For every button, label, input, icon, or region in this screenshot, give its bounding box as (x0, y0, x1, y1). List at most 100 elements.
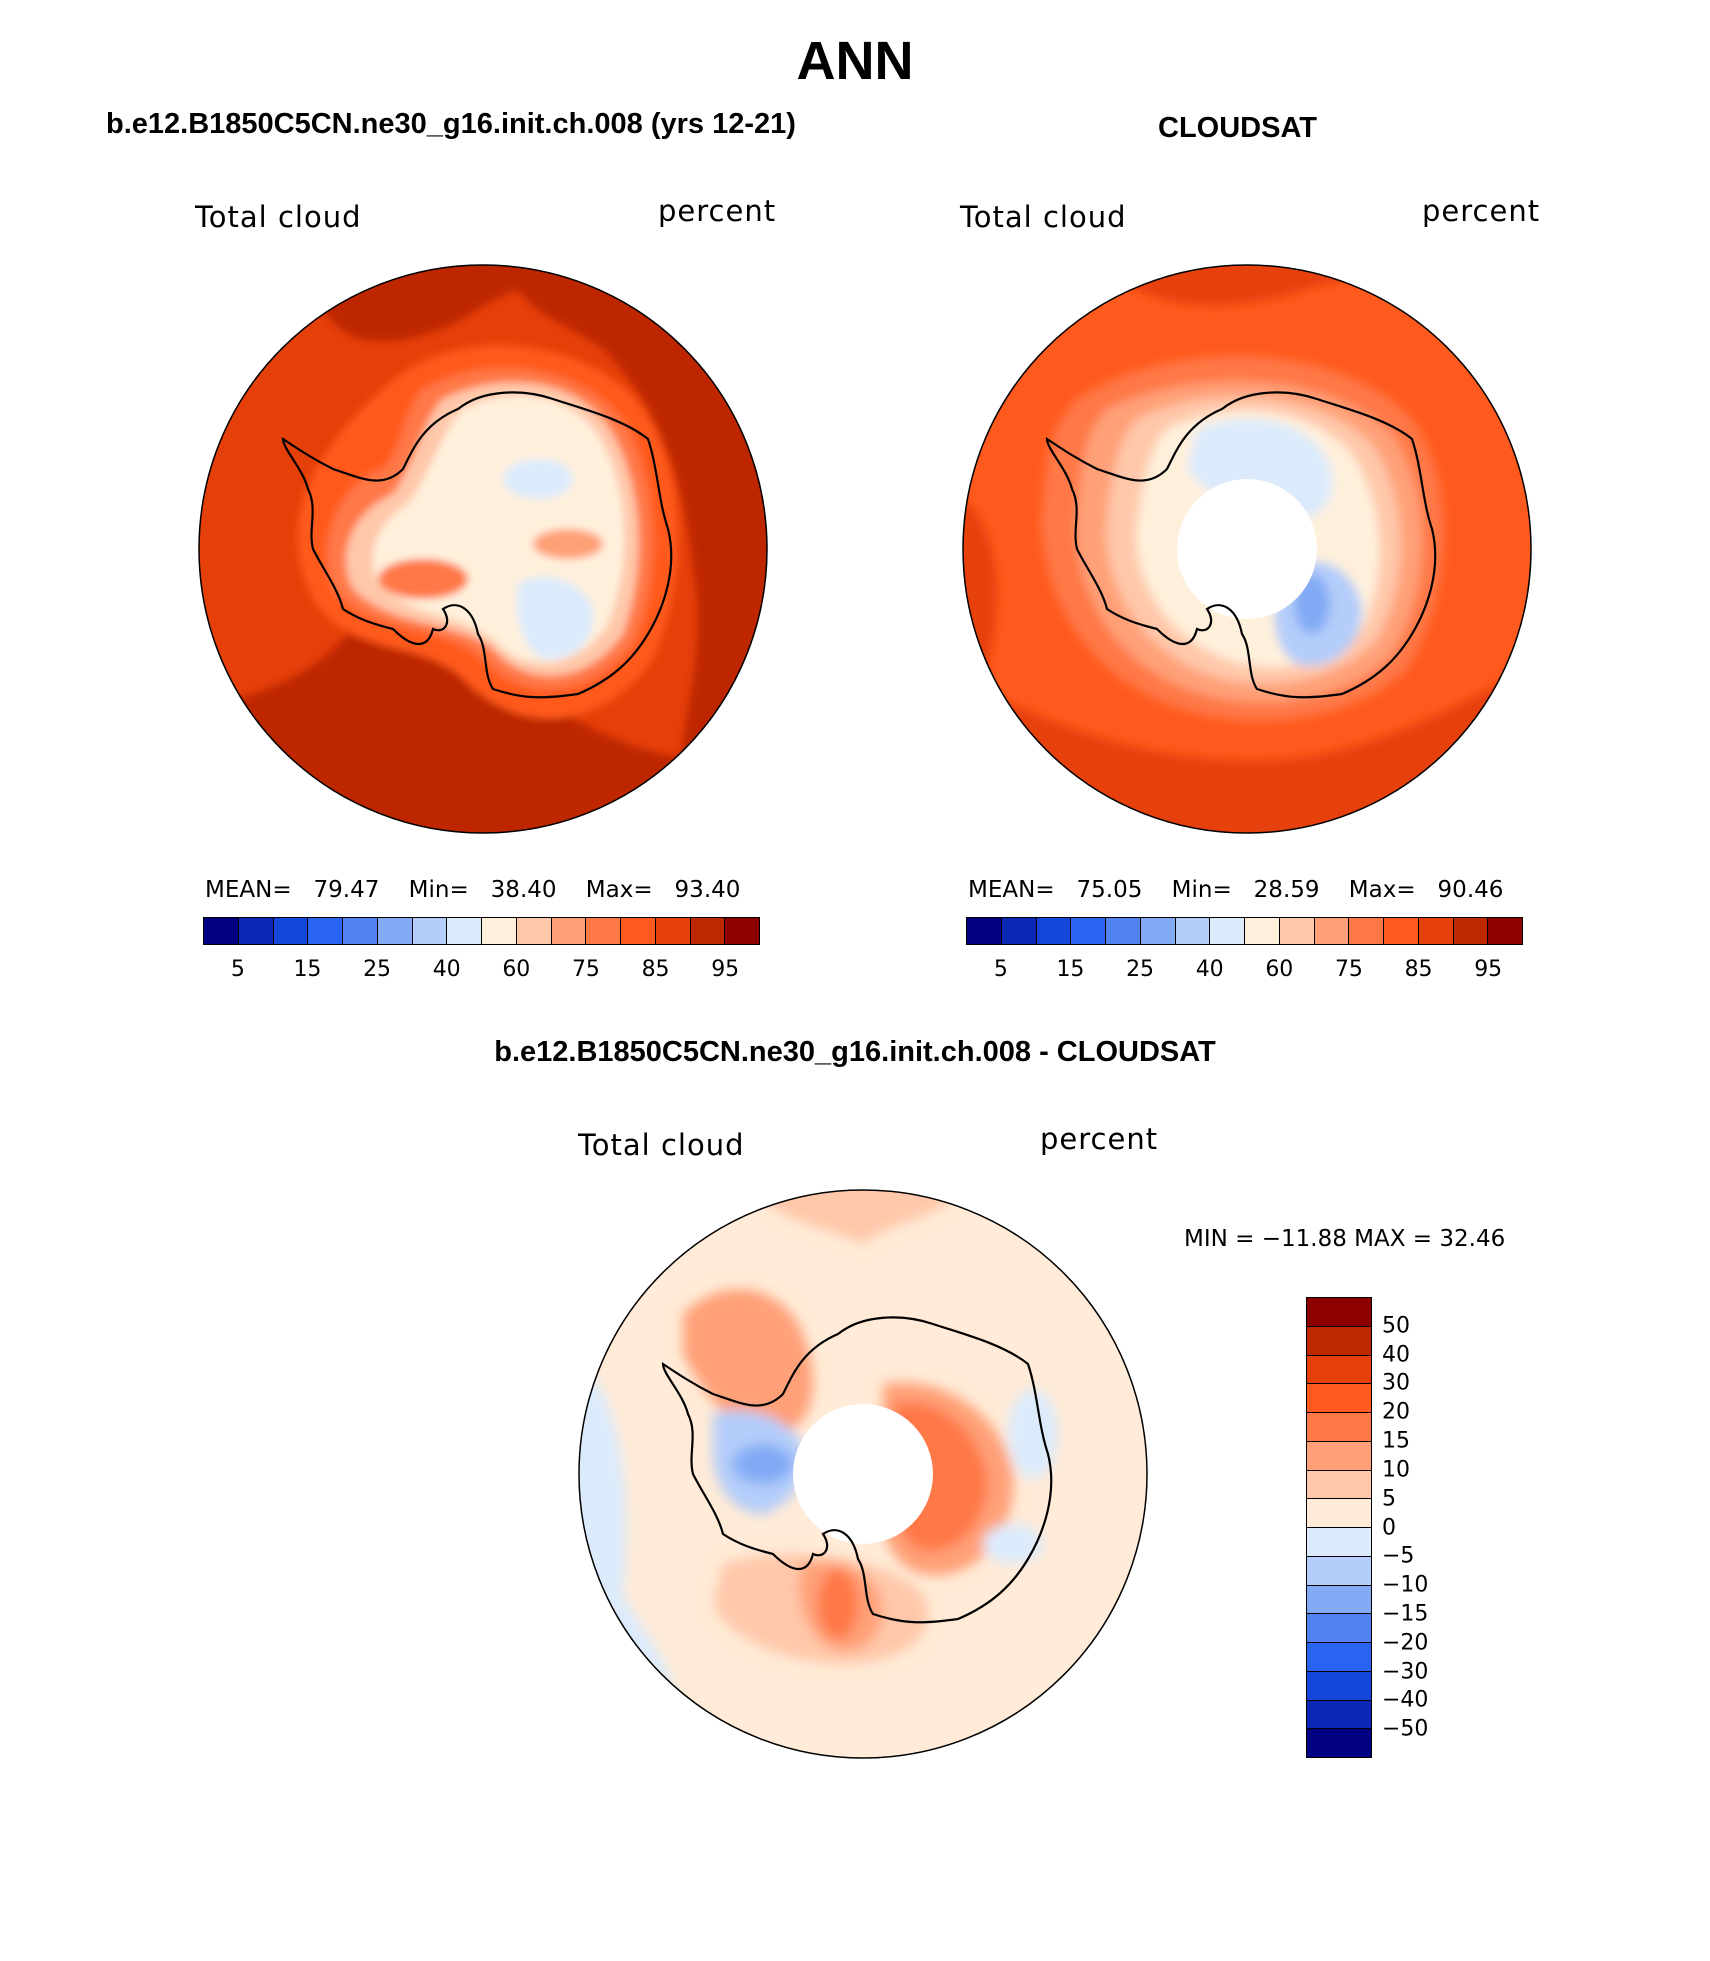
model-min-label: Min= (408, 877, 469, 903)
diff-field-low-coast-2 (733, 1444, 793, 1484)
diff-colorbar-tick: −15 (1382, 1601, 1429, 1627)
obs-coastline (1045, 391, 1437, 699)
diff-colorbar-tick: −30 (1382, 1659, 1429, 1685)
model-colorbar-cell (238, 918, 274, 944)
model-field-mid-1 (378, 559, 468, 599)
diff-colorbar-tick: 0 (1382, 1515, 1396, 1540)
model-colorbar-tick: 75 (571, 957, 600, 982)
diff-field-low-southeast (983, 1524, 1043, 1564)
model-min-value: 38.40 (490, 877, 557, 903)
diff-colorbar-cell (1307, 1355, 1371, 1385)
obs-colorbar-cell (1001, 918, 1037, 944)
diff-colorbar-tick: 20 (1382, 1399, 1410, 1425)
model-colorbar-tick: 60 (502, 957, 531, 982)
diff-colorbar-cell (1307, 1614, 1371, 1643)
model-mean-label: MEAN= (205, 877, 292, 903)
obs-mean-label: MEAN= (968, 877, 1055, 903)
diff-colorbar-cell (1307, 1441, 1371, 1471)
model-colorbar (203, 917, 760, 945)
diff-colorbar-tick: −50 (1382, 1716, 1429, 1742)
diff-colorbar-cell (1307, 1470, 1371, 1500)
model-colorbar-cell (412, 918, 448, 944)
diff-colorbar (1306, 1297, 1372, 1758)
model-colorbar-tick: 15 (293, 957, 322, 982)
obs-colorbar-cell (967, 918, 1002, 944)
model-mean-value: 79.47 (313, 877, 380, 903)
model-stats: MEAN= 79.47 Min= 38.40 Max= 93.40 (205, 877, 740, 903)
model-colorbar-cell (482, 918, 517, 944)
obs-colorbar-cell (1314, 918, 1350, 944)
diff-polar-map (578, 1189, 1148, 1759)
diff-colorbar-tick: 5 (1382, 1486, 1396, 1512)
diff-colorbar-cell (1307, 1556, 1371, 1586)
diff-field-pos-northwest (683, 1289, 813, 1434)
model-field-low-2 (516, 577, 594, 660)
diff-colorbar-tick: −10 (1382, 1572, 1429, 1598)
model-variable-label: Total cloud (195, 200, 362, 234)
model-colorbar-cell (377, 918, 413, 944)
obs-colorbar-cell (1418, 918, 1454, 944)
obs-missing-pole (1177, 479, 1317, 619)
diff-colorbar-cell (1307, 1671, 1371, 1701)
obs-colorbar-cell (1245, 918, 1280, 944)
obs-colorbar-cell (1279, 918, 1315, 944)
diff-colorbar-tick: 10 (1382, 1457, 1410, 1483)
model-colorbar-tick: 95 (711, 957, 740, 982)
diff-colorbar-cell (1307, 1729, 1371, 1757)
obs-variable-label: Total cloud (960, 200, 1127, 234)
diff-colorbar-tick: 40 (1382, 1342, 1410, 1368)
diff-coastline (661, 1316, 1053, 1624)
obs-colorbar-cell (1453, 918, 1489, 944)
diff-colorbar-tick: −5 (1382, 1543, 1415, 1569)
obs-colorbar-cell (1210, 918, 1245, 944)
obs-min-label: Min= (1171, 877, 1232, 903)
model-colorbar-tick: 5 (230, 957, 245, 982)
obs-colorbar-tick: 75 (1334, 957, 1363, 982)
obs-panel-title: CLOUDSAT (1158, 112, 1317, 144)
model-colorbar-cell (586, 918, 621, 944)
obs-colorbar-cell (1488, 918, 1522, 944)
model-max-value: 93.40 (674, 877, 741, 903)
obs-colorbar-cell (1349, 918, 1384, 944)
diff-field-pos-south-3 (818, 1569, 858, 1639)
model-field-mid-2 (533, 529, 603, 559)
diff-colorbar-cell (1307, 1298, 1371, 1327)
model-colorbar-cell (343, 918, 378, 944)
obs-colorbar-cell (1036, 918, 1072, 944)
obs-colorbar-tick: 25 (1126, 957, 1155, 982)
obs-colorbar-tick: 40 (1195, 957, 1224, 982)
obs-colorbar-cell (1140, 918, 1176, 944)
model-colorbar-cell (621, 918, 656, 944)
model-colorbar-cell (308, 918, 343, 944)
diff-colorbar-tick: −40 (1382, 1687, 1429, 1713)
obs-colorbar-cell (1384, 918, 1419, 944)
model-coastline (281, 391, 673, 699)
obs-colorbar-tick: 95 (1474, 957, 1503, 982)
model-panel-title: b.e12.B1850C5CN.ne30_g16.init.ch.008 (yr… (106, 108, 796, 140)
model-field-low-1 (503, 459, 573, 499)
model-units-label: percent (658, 194, 777, 228)
diff-panel-title: b.e12.B1850C5CN.ne30_g16.init.ch.008 - C… (494, 1036, 1216, 1068)
model-colorbar-cell (551, 918, 587, 944)
diff-minmax: MIN = −11.88 MAX = 32.46 (1184, 1226, 1506, 1252)
model-colorbar-cell (516, 918, 552, 944)
diff-colorbar-tick: 50 (1382, 1313, 1410, 1339)
diff-colorbar-tick: 15 (1382, 1428, 1410, 1454)
model-field-high-south (199, 609, 767, 833)
diff-colorbar-cell (1307, 1528, 1371, 1557)
obs-colorbar-tick: 85 (1404, 957, 1433, 982)
obs-colorbar-tick: 60 (1265, 957, 1294, 982)
figure-title: ANN (796, 31, 914, 91)
diff-variable-label: Total cloud (578, 1128, 745, 1162)
diff-colorbar-cell (1307, 1413, 1371, 1442)
model-colorbar-tick: 25 (363, 957, 392, 982)
model-colorbar-cell (690, 918, 726, 944)
obs-max-value: 90.46 (1437, 877, 1504, 903)
obs-polar-map (962, 264, 1532, 834)
obs-field-high-west (963, 489, 997, 689)
obs-colorbar-cell (1175, 918, 1211, 944)
diff-field-low-east (1008, 1389, 1058, 1479)
diff-colorbar-cell (1307, 1585, 1371, 1615)
diff-colorbar-tick: 30 (1382, 1370, 1410, 1396)
diff-units-label: percent (1040, 1122, 1159, 1156)
